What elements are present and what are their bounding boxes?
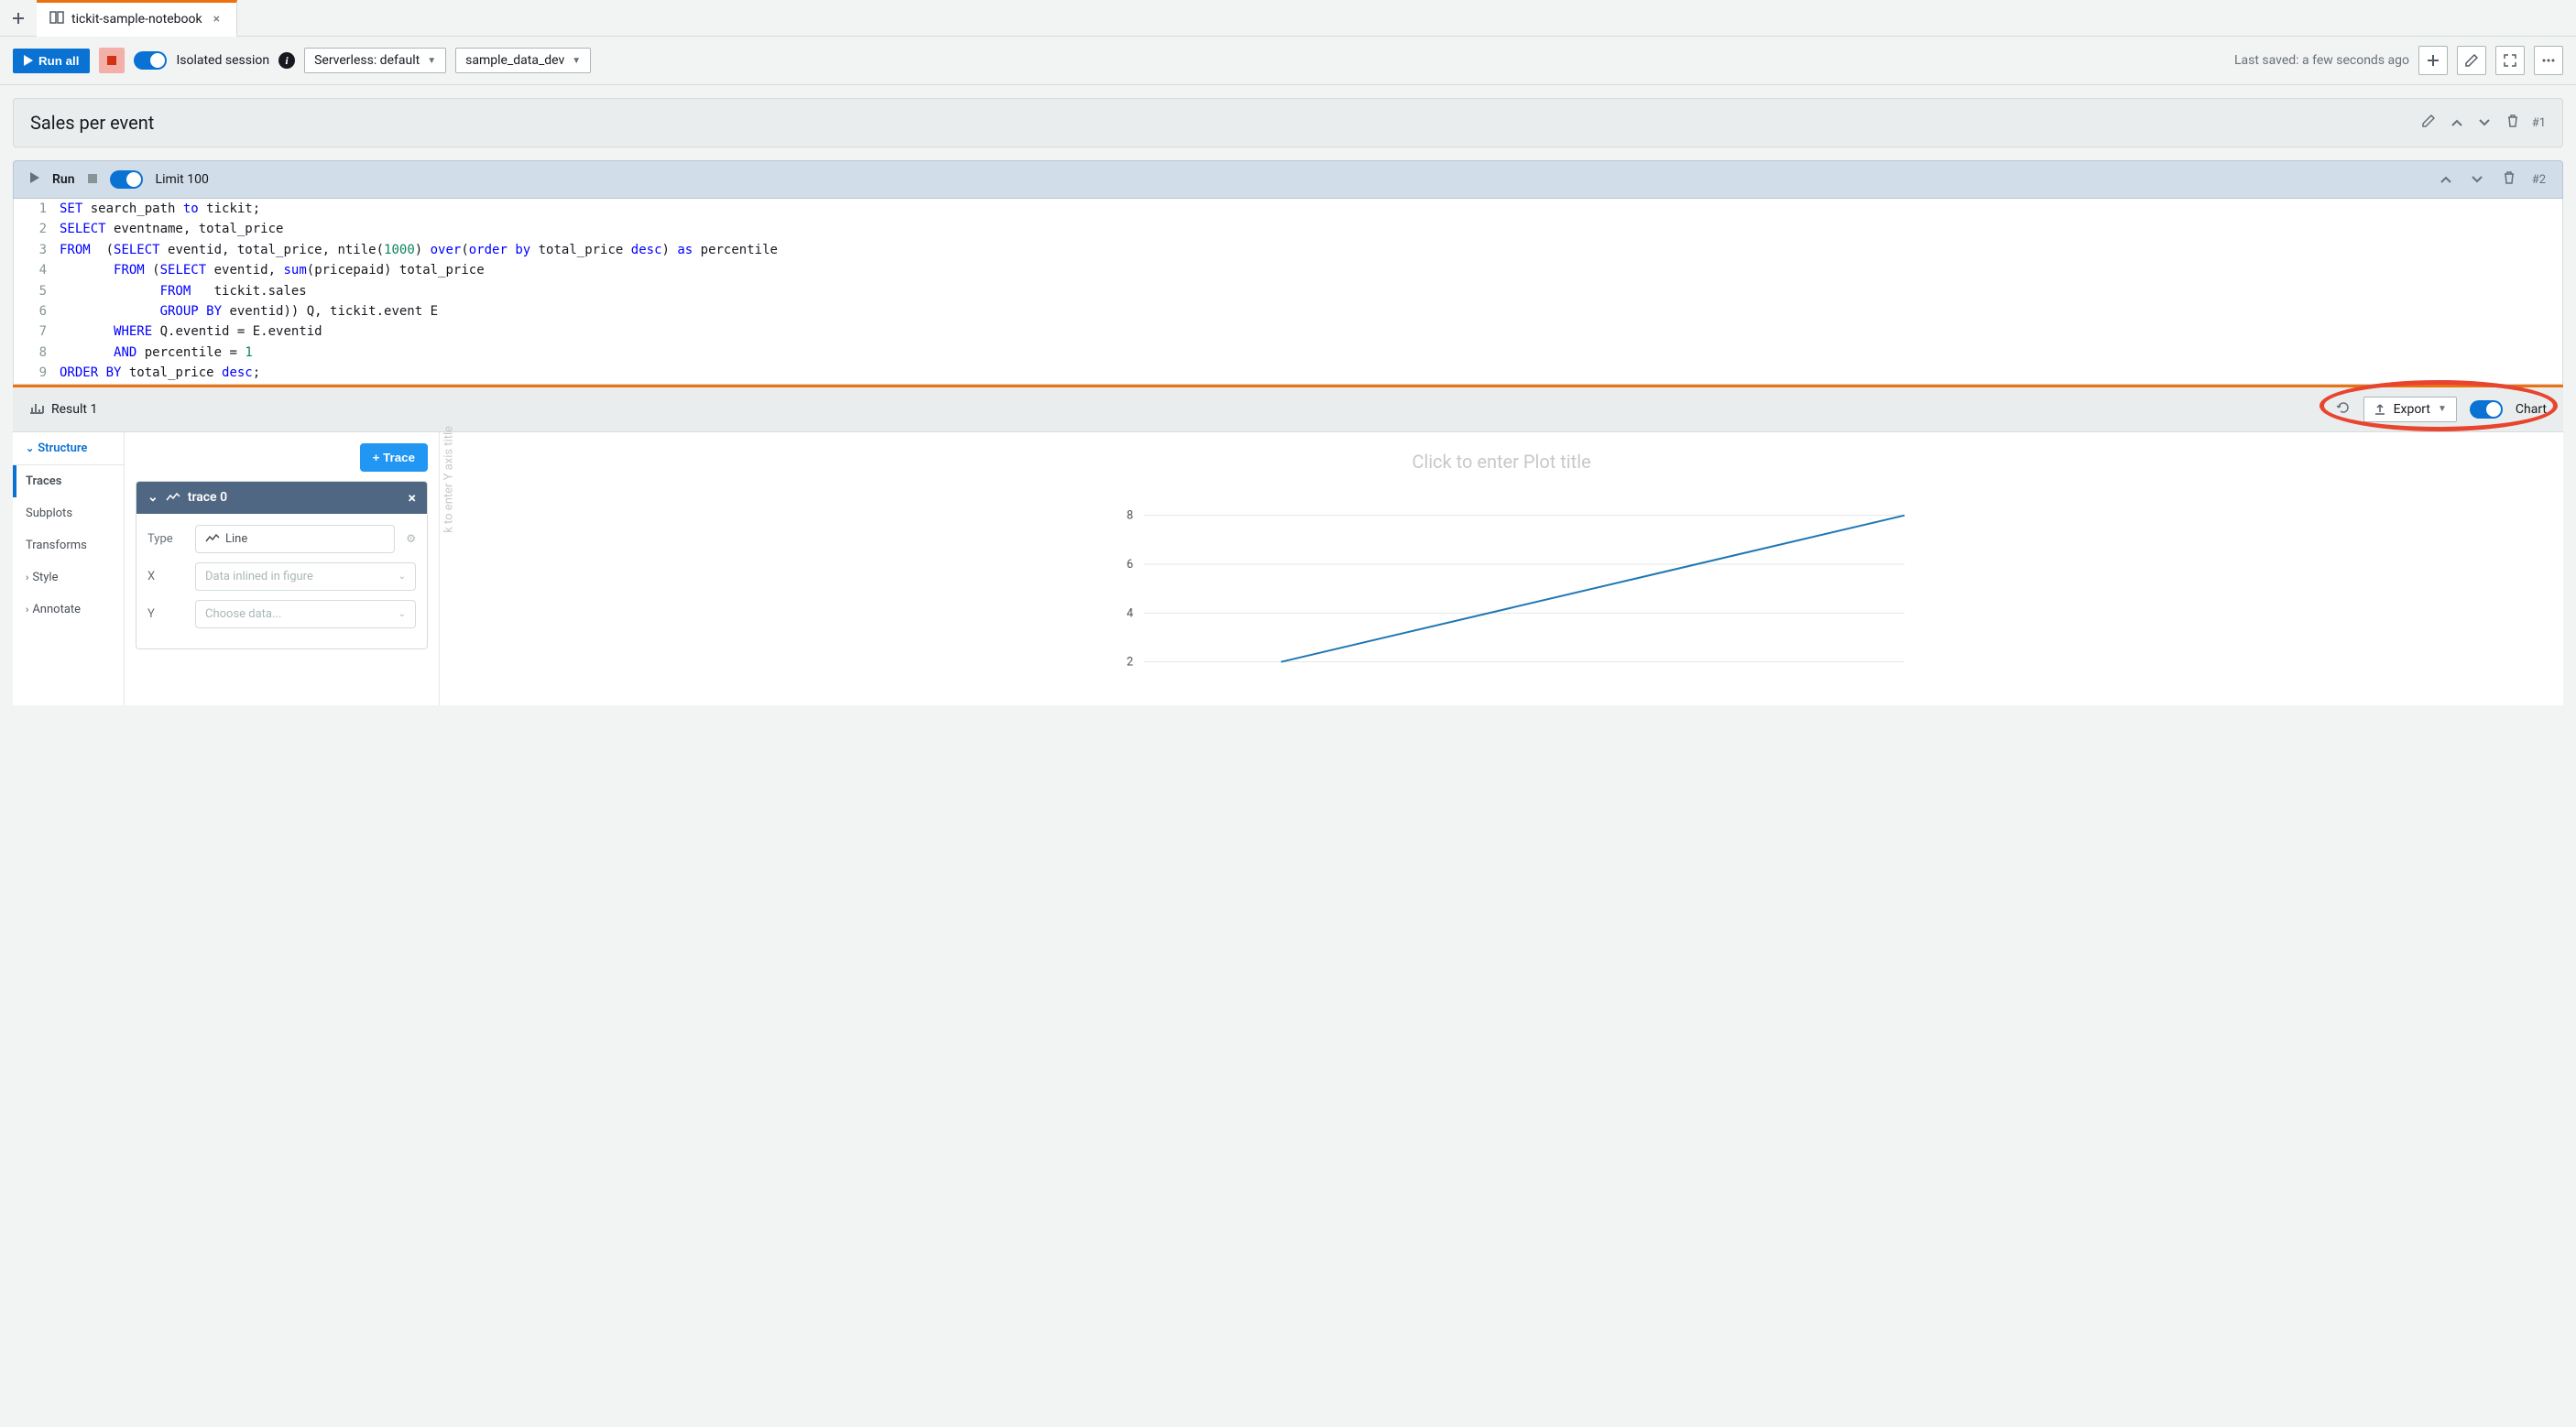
x-label: X — [147, 570, 184, 583]
type-value: Line — [225, 532, 247, 546]
caret-down-icon: ⌄ — [398, 572, 406, 582]
svg-text:4: 4 — [1127, 606, 1134, 620]
tab-label: tickit-sample-notebook — [71, 12, 202, 27]
sidebar-item-annotate[interactable]: ›Annotate — [13, 594, 124, 626]
close-tab-icon[interactable]: × — [210, 12, 224, 27]
info-icon[interactable]: i — [278, 52, 295, 69]
line-icon — [205, 534, 220, 543]
close-trace-icon[interactable]: × — [409, 489, 417, 507]
y-select[interactable]: Choose data... ⌄ — [195, 600, 416, 628]
move-up-icon[interactable] — [2448, 115, 2466, 130]
trace-header[interactable]: ⌄ trace 0 × — [136, 482, 427, 514]
chart-area: Click to enter Plot title k to enter Y a… — [440, 432, 2563, 705]
structure-header[interactable]: ⌄Structure — [13, 432, 124, 465]
structure-sidebar: ⌄Structure Traces Subplots Transforms ›S… — [13, 432, 125, 705]
fullscreen-button[interactable] — [2495, 46, 2525, 75]
isolated-session-label: Isolated session — [176, 53, 269, 68]
cell-number: #2 — [2532, 173, 2546, 187]
plot-title-placeholder[interactable]: Click to enter Plot title — [476, 451, 2527, 473]
refresh-button[interactable] — [2336, 400, 2351, 419]
svg-text:8: 8 — [1127, 508, 1133, 522]
result-bar: Result 1 Export ▼ Chart — [13, 385, 2563, 432]
sidebar-item-subplots[interactable]: Subplots — [13, 497, 124, 529]
run-label: Run — [52, 172, 75, 187]
isolated-session-toggle[interactable] — [134, 51, 167, 70]
cell-number: #1 — [2532, 116, 2546, 130]
y-label: Y — [147, 607, 184, 621]
cell-2: Run Limit 100 #2 1SET search_path to tic… — [13, 160, 2563, 705]
limit-label: Limit 100 — [156, 172, 209, 187]
toolbar: Run all Isolated session i Serverless: d… — [0, 37, 2576, 85]
notebook-icon — [49, 11, 64, 27]
plot-svg: 2 4 6 8 — [476, 482, 2527, 683]
trace-name: trace 0 — [188, 490, 227, 505]
svg-text:2: 2 — [1127, 655, 1133, 669]
cell-1: Sales per event #1 — [13, 98, 2563, 147]
caret-down-icon: ⌄ — [398, 609, 406, 619]
move-up-icon[interactable] — [2437, 172, 2455, 187]
gear-icon[interactable]: ⚙ — [406, 532, 416, 545]
delete-cell-icon[interactable] — [2503, 114, 2523, 131]
edit-cell-icon[interactable] — [2418, 114, 2439, 131]
notebook-tab[interactable]: tickit-sample-notebook × — [37, 0, 237, 37]
export-button[interactable]: Export ▼ — [2363, 397, 2457, 422]
result-tab[interactable]: Result 1 — [29, 401, 97, 418]
chart-label: Chart — [2516, 402, 2547, 417]
add-tab-button[interactable] — [0, 12, 37, 25]
trace-card: ⌄ trace 0 × Type Line ⚙ — [136, 481, 428, 649]
move-down-icon[interactable] — [2468, 172, 2486, 187]
more-button[interactable] — [2534, 46, 2563, 75]
chart-panel: ⌄Structure Traces Subplots Transforms ›S… — [13, 432, 2563, 705]
result-tab-label: Result 1 — [51, 402, 97, 417]
run-cell-button[interactable] — [30, 172, 39, 187]
database-select[interactable]: sample_data_dev ▼ — [455, 48, 591, 73]
upload-icon — [2374, 403, 2386, 416]
trace-column: + Trace ⌄ trace 0 × Type Line — [125, 432, 440, 705]
workgroup-select[interactable]: Serverless: default ▼ — [304, 48, 446, 73]
chart-toggle[interactable] — [2470, 400, 2503, 419]
y-placeholder: Choose data... — [205, 607, 281, 621]
sidebar-item-style[interactable]: ›Style — [13, 561, 124, 594]
sidebar-item-traces[interactable]: Traces — [13, 465, 124, 497]
workgroup-value: Serverless: default — [314, 53, 420, 68]
add-trace-button[interactable]: + Trace — [360, 443, 428, 472]
caret-down-icon: ▼ — [427, 56, 436, 66]
caret-down-icon: ▼ — [2438, 404, 2447, 414]
stop-icon — [107, 56, 116, 65]
cell-run-bar: Run Limit 100 #2 — [13, 160, 2563, 199]
database-value: sample_data_dev — [465, 53, 564, 68]
tab-bar: tickit-sample-notebook × — [0, 0, 2576, 37]
yaxis-title-placeholder[interactable]: k to enter Y axis title — [442, 426, 456, 533]
caret-down-icon: ▼ — [572, 56, 581, 66]
delete-cell-icon[interactable] — [2499, 171, 2519, 188]
chevron-down-icon: ⌄ — [147, 490, 158, 505]
cell-title: Sales per event — [30, 112, 2409, 134]
x-select[interactable]: Data inlined in figure ⌄ — [195, 562, 416, 591]
export-label: Export — [2394, 402, 2430, 417]
type-label: Type — [147, 532, 184, 546]
limit-toggle[interactable] — [110, 170, 143, 189]
run-all-label: Run all — [38, 54, 79, 68]
run-all-button[interactable]: Run all — [13, 49, 90, 73]
play-icon — [24, 55, 33, 66]
type-select[interactable]: Line — [195, 525, 395, 553]
sidebar-item-transforms[interactable]: Transforms — [13, 529, 124, 561]
code-editor[interactable]: 1SET search_path to tickit;2SELECT event… — [13, 199, 2563, 385]
stop-all-button[interactable] — [99, 48, 125, 73]
stop-cell-button[interactable] — [88, 172, 97, 187]
edit-button[interactable] — [2457, 46, 2486, 75]
cell-header: Sales per event #1 — [13, 98, 2563, 147]
move-down-icon[interactable] — [2475, 115, 2494, 130]
last-saved-label: Last saved: a few seconds ago — [2234, 53, 2409, 68]
add-cell-button[interactable] — [2418, 46, 2448, 75]
line-icon — [166, 493, 180, 502]
svg-text:6: 6 — [1127, 558, 1133, 572]
chart-icon — [29, 401, 44, 418]
x-placeholder: Data inlined in figure — [205, 570, 313, 583]
